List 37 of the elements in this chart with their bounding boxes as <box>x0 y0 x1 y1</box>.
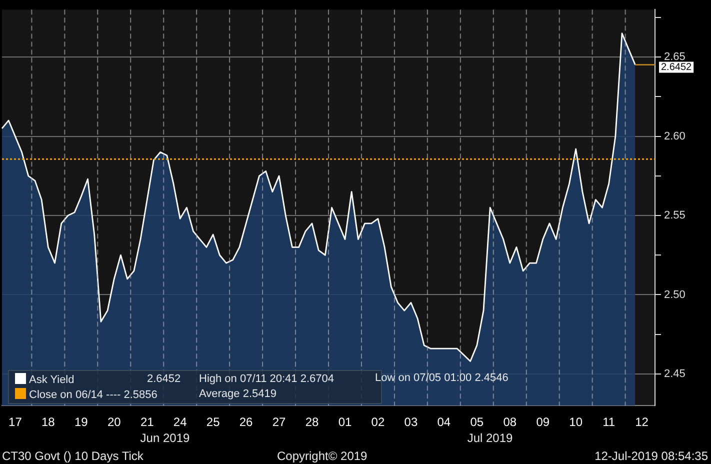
x-tick-label: 20 <box>107 415 122 430</box>
x-tick-label: 18 <box>41 415 56 430</box>
x-tick-label: 17 <box>8 415 22 430</box>
y-tick-label: 2.65 <box>664 51 686 64</box>
annotation: 2.6452 <box>147 373 181 385</box>
x-tick-label: 09 <box>536 415 550 430</box>
x-tick-label: 03 <box>404 415 418 430</box>
x-tick-label: 19 <box>74 415 88 430</box>
x-tick-label: 08 <box>503 415 517 430</box>
x-tick-label: 12 <box>635 415 649 430</box>
text: CT30 Govt () 10 Days Tick <box>2 449 144 463</box>
y-tick-label: 2.45 <box>664 368 686 380</box>
x-tick-label: 11 <box>602 415 616 430</box>
x-tick-label: 01 <box>338 415 352 430</box>
y-tick-label: 2.55 <box>664 210 686 222</box>
annotation: Low on 07/05 01:00 2.4546 <box>375 372 508 384</box>
text: Copyright© 2019 <box>277 449 368 463</box>
x-tick-label: 27 <box>272 415 286 430</box>
x-tick-label: 26 <box>239 415 254 430</box>
text: Jun 2019 <box>140 431 190 445</box>
x-tick-label: 02 <box>371 415 385 430</box>
x-tick-label: 21 <box>140 415 154 430</box>
x-tick-label: 04 <box>437 415 451 430</box>
annotation: Average 2.5419 <box>199 388 276 400</box>
text: 12-Jul-2019 08:54:35 <box>594 449 708 463</box>
x-tick-label: 24 <box>173 415 188 430</box>
annotation: High on 07/11 20:41 2.6704 <box>199 373 334 385</box>
x-tick-label: 25 <box>206 415 220 430</box>
legend-label: Close on 06/14 ---- 2.5856 <box>28 388 158 401</box>
y-tick-label: 2.60 <box>664 130 686 142</box>
legend-label: Ask Yield <box>28 373 74 386</box>
ref-line-label: 2.6452 <box>661 62 692 73</box>
text: Jul 2019 <box>467 431 513 445</box>
x-tick-label: 28 <box>305 415 320 430</box>
x-tick-label: 05 <box>470 415 484 430</box>
x-tick-label: 10 <box>569 415 583 430</box>
y-tick-label: 2.50 <box>664 288 686 301</box>
